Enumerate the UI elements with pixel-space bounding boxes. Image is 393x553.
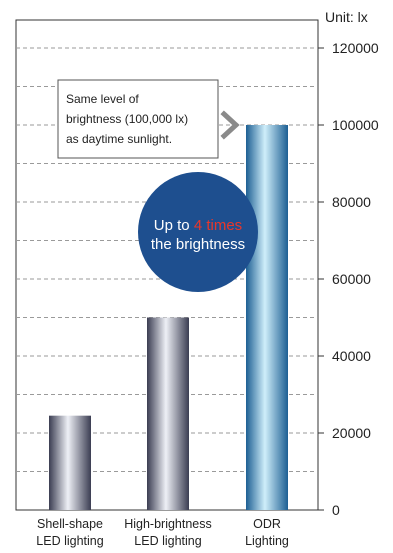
annotation-box: Same level of brightness (100,000 lx) as… — [57, 79, 219, 159]
callout-prefix: Up to — [154, 217, 190, 234]
y-tick-label: 0 — [332, 502, 340, 518]
bar-1 — [49, 415, 91, 510]
callout-line-2: the brightness — [151, 236, 245, 253]
x-category-label: High-brightness — [124, 517, 212, 531]
y-tick-label: 60000 — [332, 271, 371, 287]
bars-layer — [49, 125, 288, 510]
x-category-label: Lighting — [245, 534, 289, 548]
y-axis-ticks: 0 20000 40000 60000 80000 100000 120000 — [318, 40, 379, 518]
chevron-right-icon — [220, 110, 240, 140]
annotation-line-3: as daytime sunlight. — [66, 132, 172, 146]
x-category-label: Shell-shape — [37, 517, 103, 531]
annotation-line-2: brightness (100,000 lx) — [66, 112, 188, 126]
callout-circle: Up to 4 times the brightness — [138, 172, 258, 292]
unit-label: Unit: lx — [325, 9, 368, 25]
annotation-line-1: Same level of — [66, 92, 139, 106]
y-tick-label: 80000 — [332, 194, 371, 210]
bar-3 — [246, 125, 288, 510]
y-tick-label: 100000 — [332, 117, 379, 133]
x-category-label: LED lighting — [36, 534, 103, 548]
callout-highlight: 4 times — [194, 217, 242, 234]
bar-2 — [147, 317, 189, 510]
callout-line-1: Up to 4 times — [154, 217, 242, 234]
x-category-label: ODR — [253, 517, 281, 531]
y-tick-label: 120000 — [332, 40, 379, 56]
x-category-label: LED lighting — [134, 534, 201, 548]
y-tick-label: 20000 — [332, 425, 371, 441]
x-axis-categories: Shell-shape LED lighting High-brightness LE… — [36, 517, 289, 548]
y-tick-label: 40000 — [332, 348, 371, 364]
